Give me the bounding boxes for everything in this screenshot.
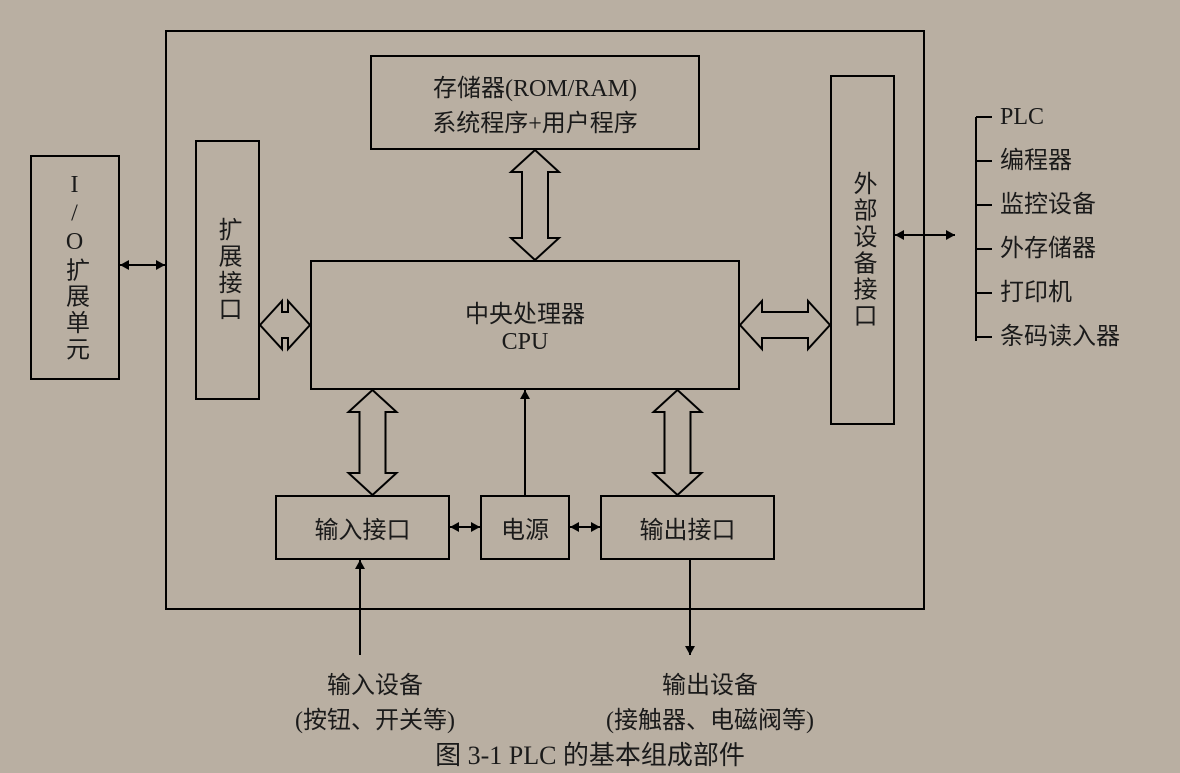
cpu-line1: 中央处理器 <box>465 294 585 329</box>
power-label: 电源 <box>501 510 549 545</box>
output-interface-box: 输出接口 <box>600 495 775 560</box>
memory-line1: 存储器(ROM/RAM) <box>432 68 638 103</box>
input-device-line2: (按钮、开关等) <box>275 700 475 735</box>
external-device-interface-label: 外部设备接口 <box>845 171 880 329</box>
output-device-label: 输出设备 (接触器、电磁阀等) <box>580 665 840 735</box>
output-interface-label: 输出接口 <box>640 510 736 545</box>
cpu-line2: CPU <box>465 329 585 356</box>
input-device-label: 输入设备 (按钮、开关等) <box>275 665 475 735</box>
input-interface-box: 输入接口 <box>275 495 450 560</box>
io-expansion-unit-box: I/O扩展单元 <box>30 155 120 380</box>
input-device-line1: 输入设备 <box>275 665 475 700</box>
external-device-item: 打印机 <box>970 271 1120 315</box>
external-device-item: 监控设备 <box>970 183 1120 227</box>
output-device-line1: 输出设备 <box>580 665 840 700</box>
external-device-list: PLC编程器监控设备外存储器打印机条码读入器 <box>970 95 1120 359</box>
memory-box: 存储器(ROM/RAM) 系统程序+用户程序 <box>370 55 700 150</box>
expansion-interface-label: 扩展接口 <box>210 217 245 323</box>
external-device-item: 编程器 <box>970 139 1120 183</box>
cpu-box: 中央处理器 CPU <box>310 260 740 390</box>
io-expansion-unit-label: I/O扩展单元 <box>58 172 93 363</box>
external-device-interface-box: 外部设备接口 <box>830 75 895 425</box>
figure-caption: 图 3-1 PLC 的基本组成部件 <box>0 735 1180 772</box>
output-device-line2: (接触器、电磁阀等) <box>580 700 840 735</box>
external-device-item: 条码读入器 <box>970 315 1120 359</box>
external-device-item: 外存储器 <box>970 227 1120 271</box>
memory-line2: 系统程序+用户程序 <box>432 103 638 138</box>
expansion-interface-box: 扩展接口 <box>195 140 260 400</box>
external-device-item: PLC <box>970 95 1120 139</box>
input-interface-label: 输入接口 <box>315 510 411 545</box>
power-box: 电源 <box>480 495 570 560</box>
